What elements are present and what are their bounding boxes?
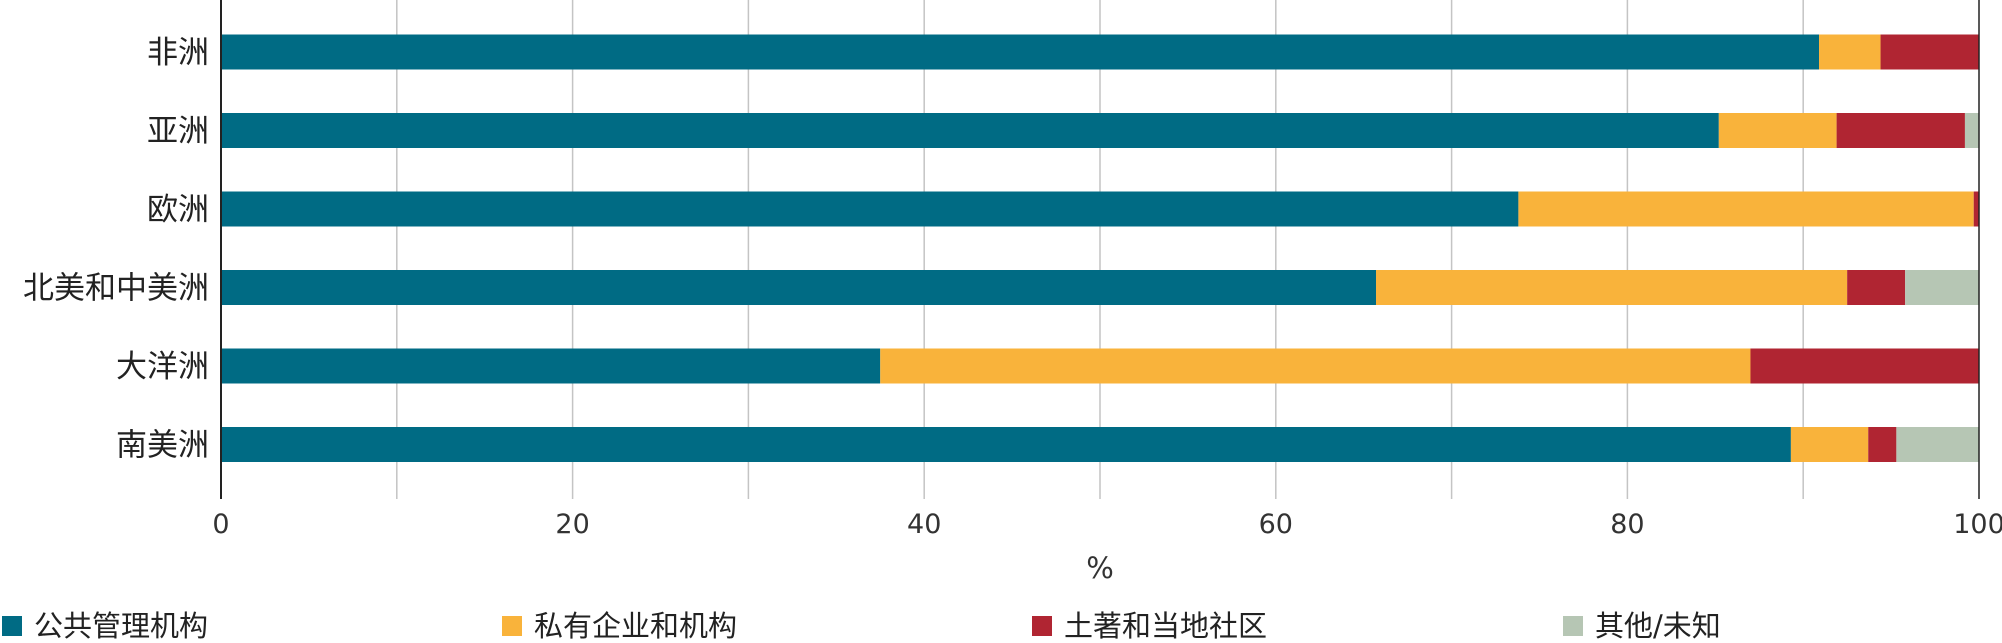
legend-swatch	[1032, 616, 1052, 636]
bar-segment	[1905, 270, 1979, 305]
bar-segment	[221, 113, 1719, 148]
legend-label: 公共管理机构	[34, 609, 208, 643]
bar-segment	[1896, 427, 1979, 462]
x-tick-label: 0	[212, 509, 229, 540]
category-label: 欧洲	[147, 192, 209, 228]
x-tick-label: 80	[1610, 509, 1644, 540]
bar-segment	[221, 34, 1820, 70]
x-tick-label: 100	[1953, 509, 2002, 540]
bar-segment	[1964, 113, 1979, 148]
bar-segment	[1518, 191, 1974, 227]
bar-segment	[221, 348, 881, 384]
bar-segment	[1868, 427, 1897, 462]
legend-label: 土著和当地社区	[1064, 609, 1267, 643]
bar-segment	[1718, 113, 1837, 148]
bar-segment	[1376, 270, 1848, 305]
x-axis-title: %	[1086, 551, 1114, 585]
category-label: 非洲	[147, 35, 209, 71]
x-tick-label: 40	[907, 509, 941, 540]
x-tick-labels: 0 20 40 60 80 100	[212, 509, 2002, 540]
legend-item: 土著和当地社区	[1032, 609, 1267, 643]
legend-label: 私有企业和机构	[534, 609, 737, 643]
bar-segment	[1973, 191, 1979, 227]
bar-segment	[221, 191, 1519, 227]
legend-item: 公共管理机构	[2, 609, 208, 643]
bar-segment	[1750, 348, 1979, 384]
bar-segment	[1880, 34, 1979, 70]
bar-segment	[1790, 427, 1869, 462]
grid-lines	[396, 0, 1804, 499]
category-label: 亚洲	[147, 114, 209, 150]
legend: 公共管理机构 私有企业和机构 土著和当地社区 其他/未知	[2, 609, 1721, 643]
legend-item: 其他/未知	[1563, 609, 1721, 643]
legend-swatch	[2, 616, 22, 636]
legend-swatch	[1563, 616, 1583, 636]
bar-segment	[880, 348, 1751, 384]
bar-segment	[221, 270, 1377, 305]
category-label: 北美和中美洲	[23, 271, 209, 307]
legend-label: 其他/未知	[1595, 609, 1721, 643]
bar-segment	[1836, 113, 1965, 148]
x-tick-label: 20	[555, 509, 589, 540]
axes	[220, 0, 1980, 499]
category-label: 南美洲	[116, 428, 209, 464]
bars	[221, 34, 1979, 462]
bar-segment	[1847, 270, 1906, 305]
legend-swatch	[502, 616, 522, 636]
legend-item: 私有企业和机构	[502, 609, 737, 643]
category-label: 大洋洲	[116, 349, 209, 385]
x-tick-label: 60	[1259, 509, 1293, 540]
bar-segment	[1819, 34, 1881, 70]
bar-segment	[221, 427, 1791, 462]
